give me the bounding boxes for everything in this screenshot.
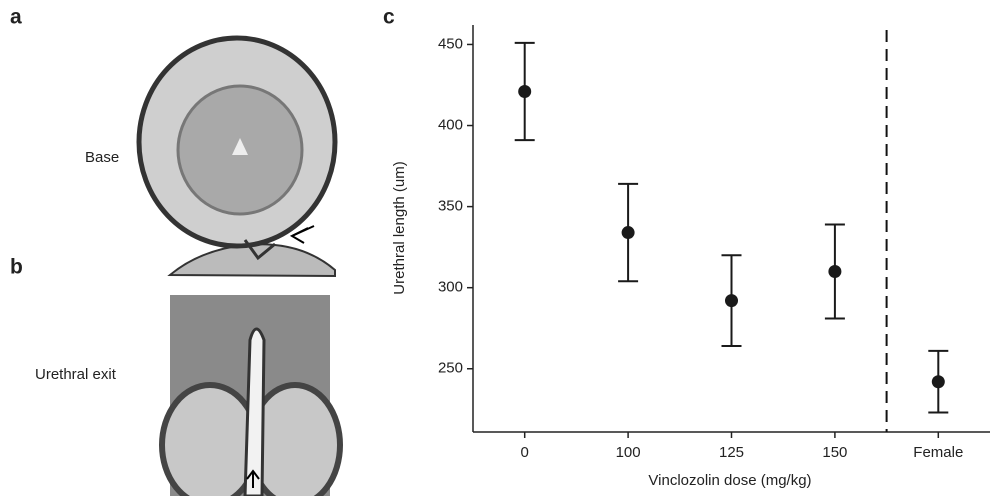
panel-label: b xyxy=(10,256,23,279)
panel-label: a xyxy=(10,6,22,29)
x-axis-title: Vinclozolin dose (mg/kg) xyxy=(648,472,811,489)
point xyxy=(725,294,738,308)
point xyxy=(518,84,532,98)
histology-urethral-exit xyxy=(159,295,343,496)
y-tick-label: 450 xyxy=(438,35,463,52)
panel-label: c xyxy=(383,6,395,29)
x-tick-label: 100 xyxy=(616,444,641,461)
point xyxy=(931,375,945,389)
image-label: Base xyxy=(85,149,119,166)
y-tick-label: 400 xyxy=(438,117,463,134)
x-tick-label: 125 xyxy=(719,444,744,461)
histology-base xyxy=(136,35,338,278)
y-tick-label: 250 xyxy=(438,360,463,377)
point xyxy=(621,226,635,240)
point xyxy=(828,264,842,278)
y-tick-label: 350 xyxy=(438,198,463,215)
y-tick-label: 300 xyxy=(438,279,463,296)
x-tick-label: 0 xyxy=(521,444,529,461)
x-tick-label: 150 xyxy=(822,444,847,461)
x-tick-label: Female xyxy=(913,444,963,461)
y-axis-title: Urethral length (um) xyxy=(391,161,408,294)
image-label: Urethral exit xyxy=(35,366,117,383)
